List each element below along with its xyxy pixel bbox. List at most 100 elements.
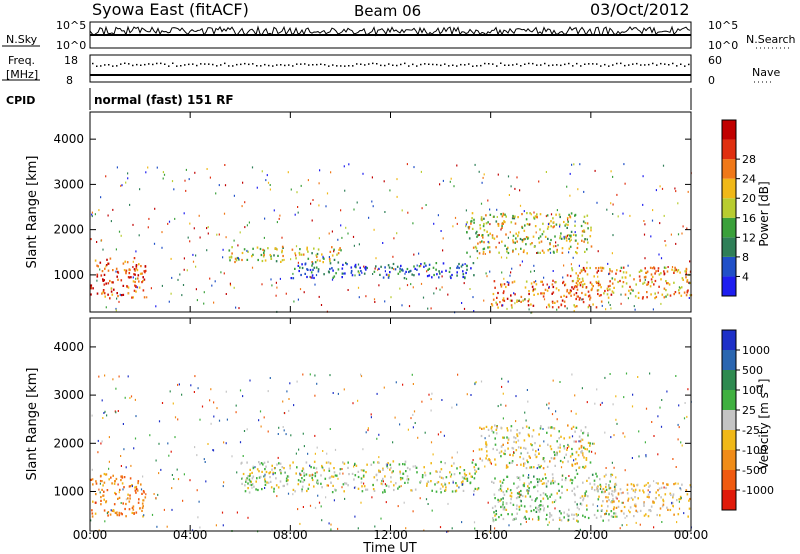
echo-cell xyxy=(121,184,123,187)
echo-cell xyxy=(390,466,392,469)
echo-cell xyxy=(587,241,589,244)
echo-cell xyxy=(588,450,591,453)
echo-cell xyxy=(549,495,551,498)
echo-cell xyxy=(506,247,508,251)
echo-cell xyxy=(385,273,388,276)
echo-cell xyxy=(572,287,575,290)
echo-cell xyxy=(156,525,158,528)
echo-cell xyxy=(333,471,336,474)
echo-cell xyxy=(281,466,284,469)
echo-cell xyxy=(607,496,609,499)
echo-cell xyxy=(426,275,429,278)
echo-cell xyxy=(535,283,538,286)
echo-cell xyxy=(597,266,600,270)
echo-cell xyxy=(506,297,509,300)
echo-cell xyxy=(245,479,248,482)
echo-cell xyxy=(614,488,616,491)
echo-cell xyxy=(103,472,106,476)
echo-cell xyxy=(561,247,564,250)
echo-cell xyxy=(631,487,633,491)
echo-cell xyxy=(552,427,555,430)
nave-dot xyxy=(572,65,574,67)
echo-cell xyxy=(617,505,620,508)
echo-cell xyxy=(643,484,646,487)
echo-cell xyxy=(381,479,383,482)
echo-cell xyxy=(128,485,131,488)
nsearch-label: N.Search xyxy=(746,33,796,46)
echo-cell xyxy=(422,296,425,299)
echo-cell xyxy=(616,422,618,425)
echo-cell xyxy=(523,446,525,450)
echo-cell xyxy=(354,274,356,277)
echo-cell xyxy=(647,281,650,284)
echo-cell xyxy=(604,289,606,293)
echo-cell xyxy=(431,276,433,279)
echo-cell xyxy=(571,286,573,289)
echo-cell xyxy=(566,234,568,237)
echo-cell xyxy=(649,285,652,288)
echo-cell xyxy=(203,302,205,305)
echo-cell xyxy=(216,407,218,410)
echo-cell xyxy=(249,379,251,382)
echo-cell xyxy=(565,453,567,456)
echo-cell xyxy=(333,275,336,278)
echo-cell xyxy=(614,483,616,486)
echo-cell xyxy=(258,461,260,464)
echo-cell xyxy=(659,185,661,188)
nave-dot xyxy=(120,63,122,65)
echo-cell xyxy=(451,406,453,409)
echo-cell xyxy=(252,475,255,478)
echo-cell xyxy=(378,469,380,472)
echo-cell xyxy=(590,226,592,229)
echo-cell xyxy=(634,503,637,506)
echo-cell xyxy=(642,282,644,285)
echo-cell xyxy=(157,493,159,496)
echo-cell xyxy=(302,506,304,508)
echo-cell xyxy=(97,265,99,268)
echo-cell xyxy=(506,250,508,253)
echo-cell xyxy=(179,273,181,276)
echo-cell xyxy=(571,489,573,492)
echo-cell xyxy=(520,489,522,493)
echo-cell xyxy=(128,500,131,503)
echo-cell xyxy=(530,481,532,484)
echo-cell xyxy=(560,435,562,438)
echo-cell xyxy=(508,281,510,284)
echo-cell xyxy=(686,279,689,282)
echo-cell xyxy=(309,275,311,278)
echo-cell xyxy=(435,490,438,493)
echo-cell xyxy=(140,265,142,268)
echo-cell xyxy=(494,424,496,427)
echo-cell xyxy=(382,477,384,480)
echo-cell xyxy=(421,400,423,403)
x-tick-label: 04:00 xyxy=(173,528,208,542)
echo-cell xyxy=(520,523,522,526)
echo-cell xyxy=(316,479,319,482)
echo-cell xyxy=(680,286,683,289)
echo-cell xyxy=(508,194,510,196)
echo-cell xyxy=(547,505,549,508)
echo-cell xyxy=(174,416,177,419)
echo-cell xyxy=(127,276,130,279)
echo-cell xyxy=(344,482,346,485)
echo-cell xyxy=(397,487,399,490)
echo-cell xyxy=(668,283,671,286)
echo-cell xyxy=(528,489,530,492)
echo-cell xyxy=(458,266,460,270)
echo-cell xyxy=(528,517,530,520)
echo-cell xyxy=(118,300,120,303)
echo-cell xyxy=(328,271,330,274)
echo-cell xyxy=(622,491,624,494)
echo-cell xyxy=(137,480,140,483)
echo-cell xyxy=(352,402,354,405)
echo-cell xyxy=(285,479,288,483)
echo-cell xyxy=(127,375,129,378)
echo-cell xyxy=(571,435,574,438)
echo-cell xyxy=(416,264,418,267)
echo-cell xyxy=(539,493,542,497)
echo-cell xyxy=(617,492,620,495)
echo-cell xyxy=(297,479,300,482)
echo-cell xyxy=(571,513,573,516)
echo-cell xyxy=(608,492,610,495)
nave-dot xyxy=(236,63,238,66)
